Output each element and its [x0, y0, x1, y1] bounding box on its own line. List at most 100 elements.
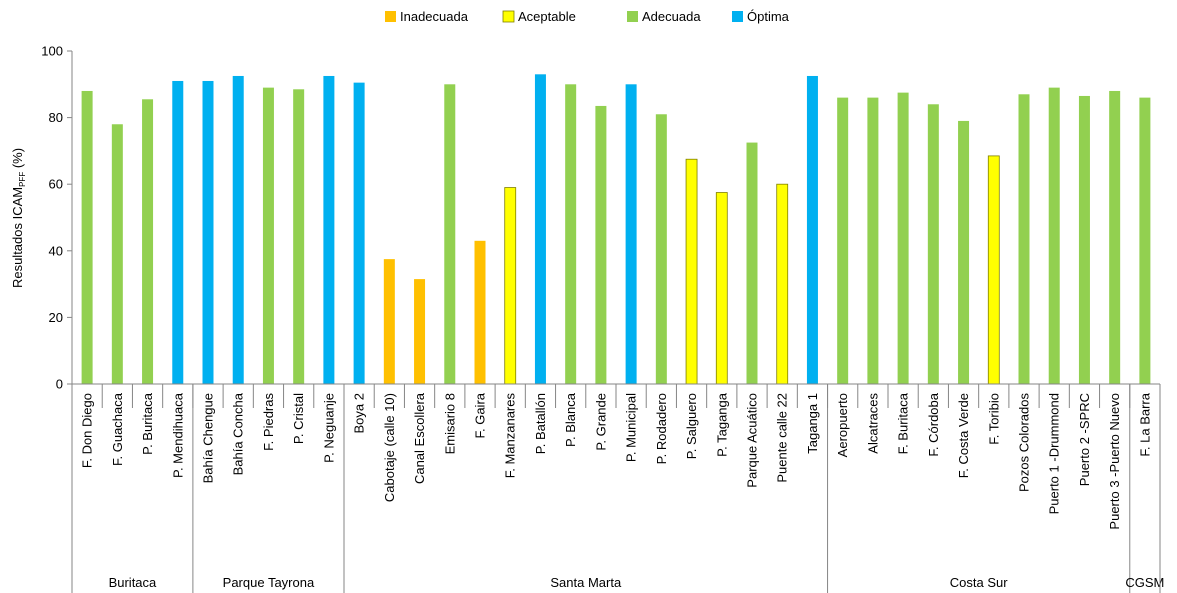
y-axis: 0 20 40 60 80 100 [41, 44, 73, 392]
bar-19 [655, 114, 667, 385]
group-label: CGSM [1125, 575, 1164, 590]
x-category-label: P. Blanca [563, 392, 578, 447]
bar-0 [81, 90, 93, 385]
x-category-label: F. Don Diego [80, 393, 95, 468]
bar-12 [444, 84, 456, 385]
x-category-label: P. Neguanje [321, 393, 336, 463]
y-axis-title-main: Resultados ICAM [10, 187, 25, 288]
x-category-label: Puerto 3 -Puerto Nuevo [1107, 393, 1122, 530]
group-label: Parque Tayrona [223, 575, 315, 590]
bar-27 [897, 92, 909, 384]
x-category-label: P. Buritaca [140, 392, 155, 455]
bar-16 [565, 84, 577, 385]
x-category-label: F. La Barra [1137, 392, 1152, 456]
bar-1 [111, 124, 123, 384]
legend-label-optima: Óptima [747, 9, 790, 24]
x-category-label: Parque Acuático [745, 393, 760, 488]
bar-31 [1018, 94, 1030, 384]
group-label: Costa Sur [950, 575, 1008, 590]
bar-11 [414, 279, 426, 384]
x-category-label: P. Mendihuaca [170, 392, 185, 478]
bar-10 [383, 259, 395, 384]
bar-9 [353, 82, 365, 384]
x-axis: F. Don Diego F. Guachaca P. Buritaca P. Men… [71, 383, 1161, 530]
x-category-label: Taganga 1 [805, 393, 820, 454]
y-tick-label: 40 [49, 243, 63, 258]
x-category-label: Puerto 2 -SPRC [1077, 393, 1092, 486]
bar-30 [987, 155, 1000, 385]
bar-34 [1109, 90, 1121, 385]
bar-23 [776, 183, 789, 385]
x-category-label: P. Rodadero [654, 393, 669, 464]
x-category-label: P. Taganga [714, 392, 729, 457]
y-tick-label: 60 [49, 177, 63, 192]
x-category-label: F. Buritaca [896, 392, 911, 454]
bar-7 [293, 89, 305, 385]
x-category-label: P. Cristal [291, 393, 306, 444]
bar-28 [927, 104, 939, 384]
x-category-label: F. Piedras [261, 393, 276, 451]
y-tick-label: 80 [49, 110, 63, 125]
bar-24 [806, 75, 818, 384]
legend: Inadecuada Aceptable Adecuada Óptima [385, 9, 790, 24]
bar-3 [172, 80, 184, 384]
x-category-label: Aeropuerto [835, 393, 850, 457]
x-category-label: F. Manzanares [503, 393, 518, 479]
bar-14 [504, 187, 517, 385]
bar-4 [202, 80, 214, 384]
y-tick-label: 20 [49, 310, 63, 325]
x-category-label: P. Batallón [533, 393, 548, 454]
legend-swatch-adecuada [627, 11, 638, 22]
x-category-label: Puente calle 22 [775, 393, 790, 483]
bar-18 [625, 84, 637, 385]
bar-25 [837, 97, 849, 385]
bar-8 [323, 75, 335, 384]
bar-21 [715, 192, 728, 385]
x-category-label: P. Municipal [624, 393, 639, 462]
svg-text:Resultados ICAMPFF (%): Resultados ICAMPFF (%) [10, 148, 27, 288]
x-category-label: Bahía Chengue [201, 393, 216, 483]
bar-35 [1139, 97, 1151, 385]
bar-5 [232, 75, 244, 384]
bar-32 [1048, 87, 1060, 384]
y-axis-title-unit-text: (%) [10, 148, 25, 168]
bar-17 [595, 105, 607, 384]
y-axis-title-sub: PFF [18, 172, 27, 187]
x-category-label: F. Córdoba [926, 392, 941, 456]
legend-swatch-optima [732, 11, 743, 22]
x-category-label: P. Salguero [684, 393, 699, 459]
legend-swatch-aceptable [502, 10, 515, 23]
bar-6 [262, 87, 274, 384]
x-category-label: Bahía Concha [231, 392, 246, 475]
bar-26 [867, 97, 879, 385]
legend-label-adecuada: Adecuada [642, 9, 701, 24]
x-category-label: Cabotaje (calle 10) [382, 393, 397, 502]
bar-2 [142, 99, 154, 384]
legend-swatch-inadecuada [385, 11, 396, 22]
x-category-label: F. Guachaca [110, 392, 125, 466]
bar-20 [685, 158, 698, 385]
y-tick-label: 0 [56, 377, 63, 392]
x-category-label: F. Gaira [473, 392, 488, 438]
x-category-label: Alcatraces [865, 393, 880, 454]
legend-label-inadecuada: Inadecuada [400, 9, 469, 24]
group-axis: Buritaca Parque Tayrona Santa Marta Costa S… [71, 384, 1164, 593]
bar-33 [1078, 95, 1090, 384]
bars [81, 74, 1151, 385]
x-category-label: Canal Escollera [412, 392, 427, 484]
x-category-label: F. Costa Verde [956, 393, 971, 478]
x-category-label: Pozos Colorados [1017, 393, 1032, 492]
x-category-label: Emisario 8 [442, 393, 457, 454]
x-category-label: P. Grande [593, 393, 608, 451]
bar-13 [474, 240, 486, 384]
x-category-label: Puerto 1 -Drummond [1047, 393, 1062, 514]
y-tick-label: 100 [41, 44, 63, 59]
bar-15 [534, 74, 546, 384]
bar-22 [746, 142, 758, 384]
group-label: Santa Marta [550, 575, 622, 590]
y-axis-title: Resultados ICAMPFF (%) [10, 148, 27, 288]
x-category-label: Boya 2 [352, 393, 367, 433]
group-label: Buritaca [109, 575, 157, 590]
legend-label-aceptable: Aceptable [518, 9, 576, 24]
